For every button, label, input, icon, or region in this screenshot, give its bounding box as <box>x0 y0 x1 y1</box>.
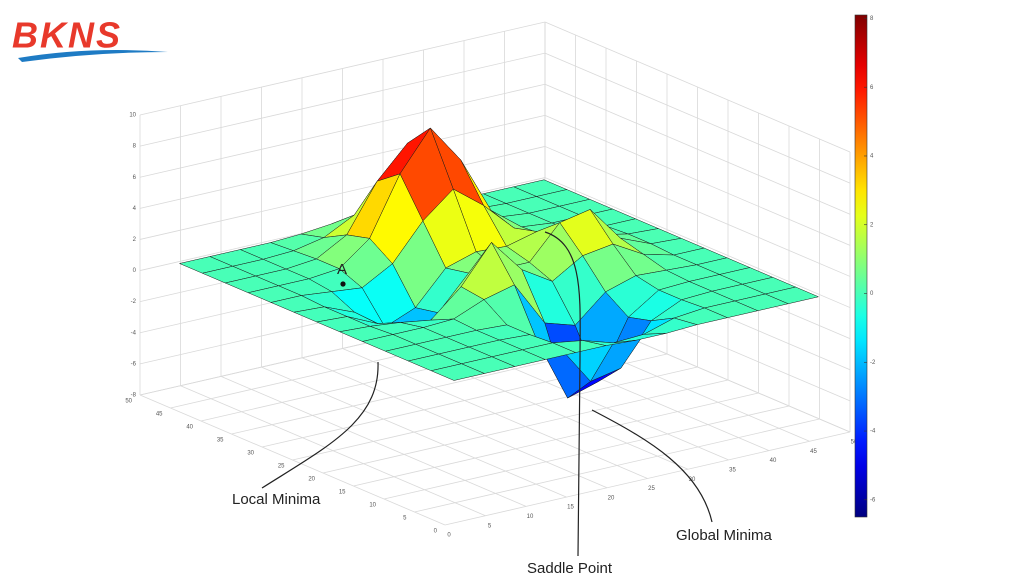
wall-grid-line <box>139 114 546 209</box>
wall-grid-line <box>139 83 546 178</box>
z-tick-label: -2 <box>131 299 137 305</box>
z-tick-label: -6 <box>131 361 137 367</box>
floor-grid-line <box>414 418 820 513</box>
x-tick-label: 10 <box>527 514 534 520</box>
y-tick-label: 15 <box>339 490 346 496</box>
annotation: Global Minima <box>676 527 773 544</box>
floor-grid-line <box>444 431 851 526</box>
y-tick-label: 10 <box>369 503 376 509</box>
y-tick-label: 40 <box>186 425 193 431</box>
floor-grid-line <box>322 379 729 474</box>
wall-grid-line <box>544 52 851 184</box>
x-tick-label: 25 <box>648 486 655 492</box>
logo-swoosh <box>18 50 168 62</box>
y-tick-label: 25 <box>278 464 285 470</box>
z-tick-label: 2 <box>133 237 137 243</box>
z-tick-label: 10 <box>129 113 136 119</box>
logo: BKNS <box>12 15 122 56</box>
wall-grid-line <box>544 21 851 153</box>
colorbar-tick-label: 8 <box>870 16 874 22</box>
z-tick-label: 0 <box>133 268 137 274</box>
floor-grid-line <box>292 366 698 461</box>
y-tick-label: 50 <box>125 399 132 405</box>
callout-line <box>544 231 581 557</box>
colorbar-tick-label: 0 <box>870 291 874 297</box>
annotation: Local Minima <box>232 491 321 508</box>
floor-grid-line <box>353 392 759 487</box>
colorbar-gradient <box>854 14 868 518</box>
x-tick-label: 50 <box>851 440 858 446</box>
y-tick-label: 20 <box>308 477 315 483</box>
x-tick-label: 30 <box>689 477 696 483</box>
y-tick-label: 0 <box>434 529 438 535</box>
colorbar-tick-label: -2 <box>870 360 876 366</box>
wall-grid-line <box>139 21 546 116</box>
colorbar-tick-label: 2 <box>870 222 874 228</box>
z-tick-label: 6 <box>133 175 137 181</box>
x-tick-label: 5 <box>488 523 492 529</box>
z-tick-label: -4 <box>131 330 137 336</box>
colorbar-tick-label: 6 <box>870 85 874 91</box>
y-tick-label: 45 <box>156 412 163 418</box>
annotation: Saddle Point <box>527 560 613 576</box>
z-tick-label: 8 <box>133 144 137 150</box>
z-tick-label: -8 <box>131 393 137 399</box>
annotation: A <box>337 261 347 278</box>
callout-line <box>591 409 713 523</box>
y-tick-label: 5 <box>403 516 407 522</box>
floor-grid-line <box>383 405 790 500</box>
wall-grid-line <box>544 114 851 246</box>
x-tick-label: 35 <box>729 467 736 473</box>
x-tick-label: 45 <box>810 449 817 455</box>
wall-grid-line <box>139 146 546 240</box>
x-tick-label: 20 <box>608 495 615 501</box>
x-tick-label: 15 <box>567 505 574 511</box>
colorbar: -6 -4 -2 0 2 4 6 8 <box>854 14 876 518</box>
wall-grid-line <box>544 83 851 215</box>
z-tick-label: 4 <box>133 206 137 212</box>
wall-grid-line <box>544 177 851 308</box>
wall-grid-line <box>139 52 546 147</box>
x-tick-label: 0 <box>447 533 451 539</box>
x-tick-label: 40 <box>770 458 777 464</box>
colorbar-tick-label: -4 <box>870 429 876 435</box>
wall-grid-line <box>544 146 851 277</box>
callout-line <box>261 361 379 489</box>
surface-cell <box>430 363 485 381</box>
surface <box>179 127 819 399</box>
colorbar-tick-label: -6 <box>870 497 876 503</box>
axis-ticks: 0510152025303540455005101520253035404550… <box>125 113 858 539</box>
point-a <box>340 281 346 287</box>
y-tick-label: 30 <box>247 451 254 457</box>
y-tick-label: 35 <box>217 438 224 444</box>
colorbar-tick-label: 4 <box>870 154 874 160</box>
